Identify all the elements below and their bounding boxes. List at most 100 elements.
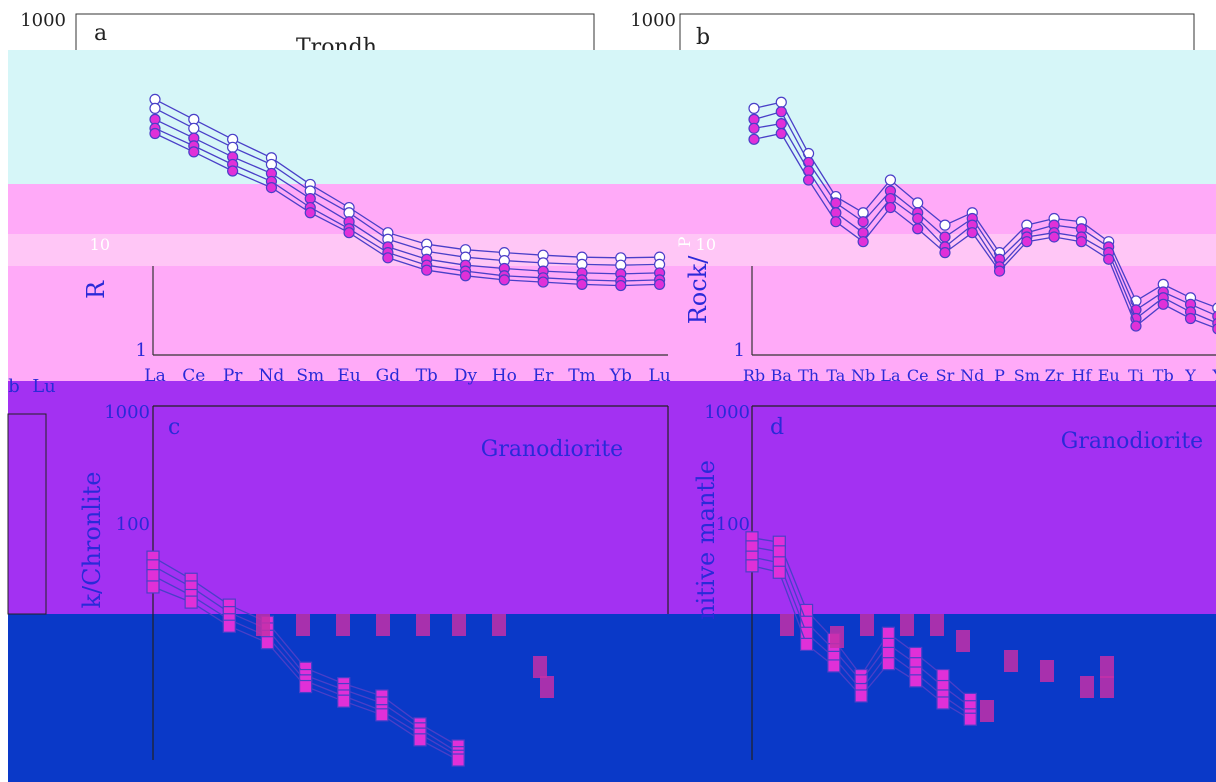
- panel-b-series-1-point-1: [775, 106, 787, 118]
- panel-b-ylabel-fragment: P: [675, 236, 694, 247]
- panel-c-series-2-point-0: [146, 569, 160, 583]
- panel-a-series-4-point-5: [343, 227, 355, 239]
- panel-b-series-3-point-9: [993, 265, 1006, 277]
- panel-a-series-1-point-1: [188, 122, 200, 134]
- panel-c: [146, 405, 669, 767]
- panel-b-xtick-th-2: Th: [798, 366, 819, 385]
- panel-b-series-3-point-3: [830, 216, 842, 228]
- artifact-block-7: [533, 656, 547, 678]
- panel-a-series-4-point-11: [576, 278, 588, 290]
- panel-b-series-0-point-5: [884, 174, 897, 186]
- panel-a-xtick-pr-2: Pr: [223, 366, 243, 386]
- panel-b-xtick-hf-12: Hf: [1071, 366, 1092, 385]
- panel-b-series-3-point-2: [802, 174, 815, 186]
- panel-b-series-3-point-0: [748, 133, 760, 145]
- panel-c-letter: c: [168, 415, 180, 440]
- artifact-block-2: [336, 614, 350, 636]
- panel-c-series-3-point-2: [222, 619, 236, 633]
- panel-b-ytick-10: 10: [696, 235, 716, 254]
- panel-a-xtick-eu-5: Eu: [337, 366, 360, 386]
- artifact-block-9: [780, 614, 794, 636]
- panel-b-series-1-line: [753, 111, 1216, 317]
- panel-b-series-3-point-5: [884, 201, 897, 214]
- panel-d-series-1-point-1: [772, 545, 786, 559]
- panel-b-xtick-rb-0: Rb: [743, 366, 765, 385]
- panel-c-series-1-line: [152, 565, 459, 754]
- panel-a-xtick-la-0: La: [144, 366, 165, 386]
- panel-d-series-3-point-1: [772, 565, 786, 579]
- panel-a-series-4-point-1: [188, 146, 200, 158]
- panel-d-series-3-point-2: [799, 637, 814, 651]
- artifact-block-5: [452, 614, 466, 636]
- panel-a-xtick-nd-3: Nd: [259, 366, 285, 386]
- panel-b-series-3-point-17: [1212, 323, 1216, 335]
- panel-b-series-0-point-7: [939, 219, 951, 231]
- panel-d-ytick-1000: 1000: [704, 402, 750, 423]
- panel-b-series-3-point-1: [775, 127, 787, 140]
- artifact-block-17: [1080, 676, 1094, 698]
- artifact-block-14: [956, 630, 970, 652]
- panel-b-xtick-ba-1: Ba: [771, 366, 793, 385]
- panel-b-series-0-point-1: [775, 96, 787, 108]
- panel-b-series-3-point-15: [1157, 298, 1169, 310]
- panel-d-ytick-100: 100: [716, 514, 750, 535]
- panel-a-series-4-point-2: [227, 165, 239, 177]
- artifact-block-11: [860, 614, 874, 636]
- panel-a-series-4-point-12: [615, 279, 627, 292]
- panel-a-series-4-point-6: [382, 252, 394, 264]
- overlay-band-pink-1: [8, 184, 1216, 234]
- panel-b-xtick-y-17: Y: [1212, 366, 1216, 385]
- panel-b-xtick-ce-6: Ce: [907, 366, 929, 385]
- panel-c-title: Granodiorite: [481, 437, 623, 462]
- panel-b-xtick-p-9: P: [994, 366, 1005, 385]
- panel-a-series-4-point-3: [265, 181, 278, 194]
- panel-c-series-3-point-7: [413, 733, 427, 747]
- panel-b-ytick-1000: 1000: [630, 10, 676, 31]
- panel-a-series-4-point-9: [498, 274, 510, 286]
- panel-a-series-4-point-7: [421, 264, 433, 276]
- panel-b-series-1-point-4: [857, 216, 869, 228]
- panel-b-series-3-point-7: [939, 247, 951, 259]
- left-strip-frame: [7, 413, 47, 615]
- panel-a-ytick-1000: 1000: [20, 10, 66, 31]
- panel-b-xtick-tb-15: Tb: [1153, 366, 1174, 385]
- panel-b-series-3-point-12: [1075, 236, 1087, 248]
- panel-b-xtick-ta-3: Ta: [826, 366, 845, 385]
- panel-a-xtick-tb-7: Tb: [416, 366, 438, 386]
- panel-a-series-4-point-13: [653, 278, 666, 290]
- panel-d-series-3-point-6: [909, 674, 923, 688]
- panel-c-series-3-point-6: [375, 708, 389, 722]
- overlay-band-cyan: [8, 50, 1216, 184]
- panel-d-series-3-point-5: [881, 657, 896, 671]
- panel-a-letter: a: [94, 21, 107, 46]
- panel-c-series-3-point-8: [451, 753, 465, 767]
- panel-b: Rb Ba Th Ta Nb La Ce Sr Nd P Sm Zr Hf Eu Ti Tb YY: [743, 96, 1216, 385]
- panel-b-letter: b: [696, 25, 710, 50]
- panel-b-series-0-point-0: [748, 102, 760, 114]
- panel-b-series-2-point-1: [775, 118, 787, 130]
- panel-d-title: Granodiorite: [1061, 429, 1203, 454]
- panel-b-series-2-point-0: [748, 122, 760, 134]
- panel-a-series-3-line: [154, 127, 660, 282]
- panel-a-series-4-point-4: [304, 207, 316, 219]
- panel-b-series-3-point-10: [1021, 236, 1033, 248]
- artifact-block-3: [376, 614, 390, 636]
- panel-b-series-3-point-4: [857, 236, 869, 248]
- panel-a-xtick-er-10: Er: [533, 366, 554, 386]
- panel-a-ytick-10: 10: [90, 235, 110, 254]
- panel-a-xtick-yb-12: Yb: [609, 366, 632, 386]
- panel-a-xtick-ho-9: Ho: [492, 366, 517, 386]
- panel-c-series-3-point-3: [260, 636, 275, 650]
- panel-d-series-3-point-0: [745, 559, 759, 573]
- panel-b-series-1-point-7: [939, 231, 951, 243]
- panel-a-series-4-point-0: [149, 127, 161, 140]
- panel-a-series-0-line: [154, 98, 660, 259]
- panel-b-xtick-la-5: La: [880, 366, 901, 385]
- panel-a-ylabel: R: [82, 280, 110, 299]
- overlay-band-purple: [8, 381, 1216, 614]
- panel-d-ylabel: nitive mantle: [692, 460, 720, 620]
- panel-b-xtick-sm-10: Sm: [1014, 366, 1040, 385]
- panel-b-xtick-y-16: Y: [1184, 366, 1196, 385]
- panel-d-series-3-point-7: [936, 696, 950, 710]
- panel-a-series-4-point-8: [459, 270, 472, 282]
